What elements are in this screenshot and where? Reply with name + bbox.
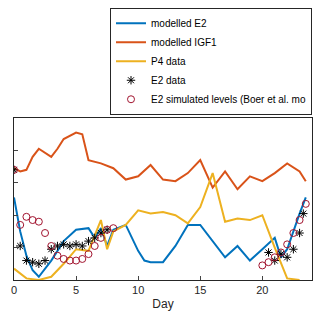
svg-text:Day: Day	[152, 297, 173, 311]
svg-text:20: 20	[256, 284, 268, 296]
svg-text:0: 0	[11, 284, 17, 296]
svg-text:modelled IGF1: modelled IGF1	[151, 37, 217, 48]
svg-text:P4 data: P4 data	[151, 56, 186, 67]
svg-text:E2 simulated levels (Boer et a: E2 simulated levels (Boer et al. mo	[151, 94, 306, 105]
svg-text:5: 5	[73, 284, 79, 296]
svg-text:15: 15	[194, 284, 206, 296]
svg-text:10: 10	[132, 284, 144, 296]
svg-text:modelled E2: modelled E2	[151, 18, 207, 29]
svg-text:E2 data: E2 data	[151, 75, 186, 86]
